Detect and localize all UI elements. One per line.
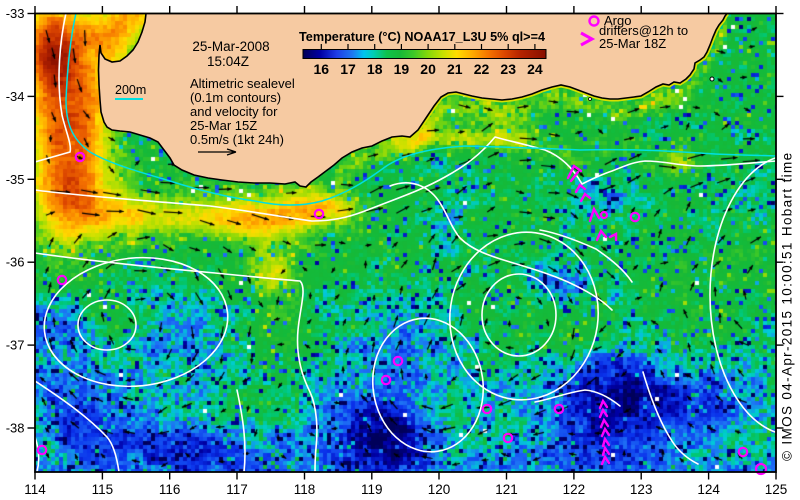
svg-text:19: 19 (394, 61, 410, 77)
svg-text:-37: -37 (6, 338, 25, 353)
svg-text:121: 121 (495, 482, 518, 497)
svg-text:-36: -36 (6, 255, 25, 270)
svg-text:Argo: Argo (604, 13, 631, 28)
svg-text:24: 24 (527, 61, 543, 77)
svg-text:21: 21 (447, 61, 463, 77)
svg-text:drifters@12h to: drifters@12h to (599, 23, 688, 38)
svg-text:125: 125 (765, 482, 788, 497)
svg-text:-35: -35 (6, 172, 25, 187)
svg-text:(0.1m contours): (0.1m contours) (190, 90, 281, 105)
svg-text:122: 122 (563, 482, 586, 497)
svg-text:116: 116 (159, 482, 181, 497)
svg-text:123: 123 (630, 482, 653, 497)
svg-text:and velocity for: and velocity for (190, 104, 278, 119)
svg-text:0.5m/s (1kt 24h): 0.5m/s (1kt 24h) (190, 132, 284, 147)
svg-text:18: 18 (367, 61, 383, 77)
svg-text:-38: -38 (6, 421, 25, 436)
svg-text:17: 17 (340, 61, 356, 77)
svg-text:120: 120 (428, 482, 451, 497)
svg-text:124: 124 (697, 482, 720, 497)
svg-text:119: 119 (361, 482, 383, 497)
svg-text:15:04Z: 15:04Z (207, 54, 249, 69)
svg-text:114: 114 (24, 482, 46, 497)
svg-text:25-Mar 15Z: 25-Mar 15Z (190, 118, 257, 133)
svg-text:16: 16 (314, 61, 330, 77)
svg-text:23: 23 (500, 61, 516, 77)
svg-text:Temperature (°C) NOAA17_L3U 5%: Temperature (°C) NOAA17_L3U 5% ql>=4 (299, 29, 546, 44)
svg-text:200m: 200m (115, 83, 146, 97)
svg-text:Altimetric sealevel: Altimetric sealevel (190, 76, 295, 91)
svg-text:22: 22 (474, 61, 490, 77)
svg-text:118: 118 (294, 482, 316, 497)
svg-text:20: 20 (420, 61, 436, 77)
svg-text:117: 117 (226, 482, 248, 497)
svg-text:-33: -33 (6, 6, 25, 21)
svg-text:25-Mar 18Z: 25-Mar 18Z (599, 36, 666, 51)
svg-text:115: 115 (92, 482, 114, 497)
svg-text:© IMOS 04-Apr-2015 10:00:51 Ho: © IMOS 04-Apr-2015 10:00:51 Hobart time (780, 152, 795, 461)
svg-text:25-Mar-2008: 25-Mar-2008 (192, 39, 269, 54)
svg-text:-34: -34 (6, 89, 25, 104)
